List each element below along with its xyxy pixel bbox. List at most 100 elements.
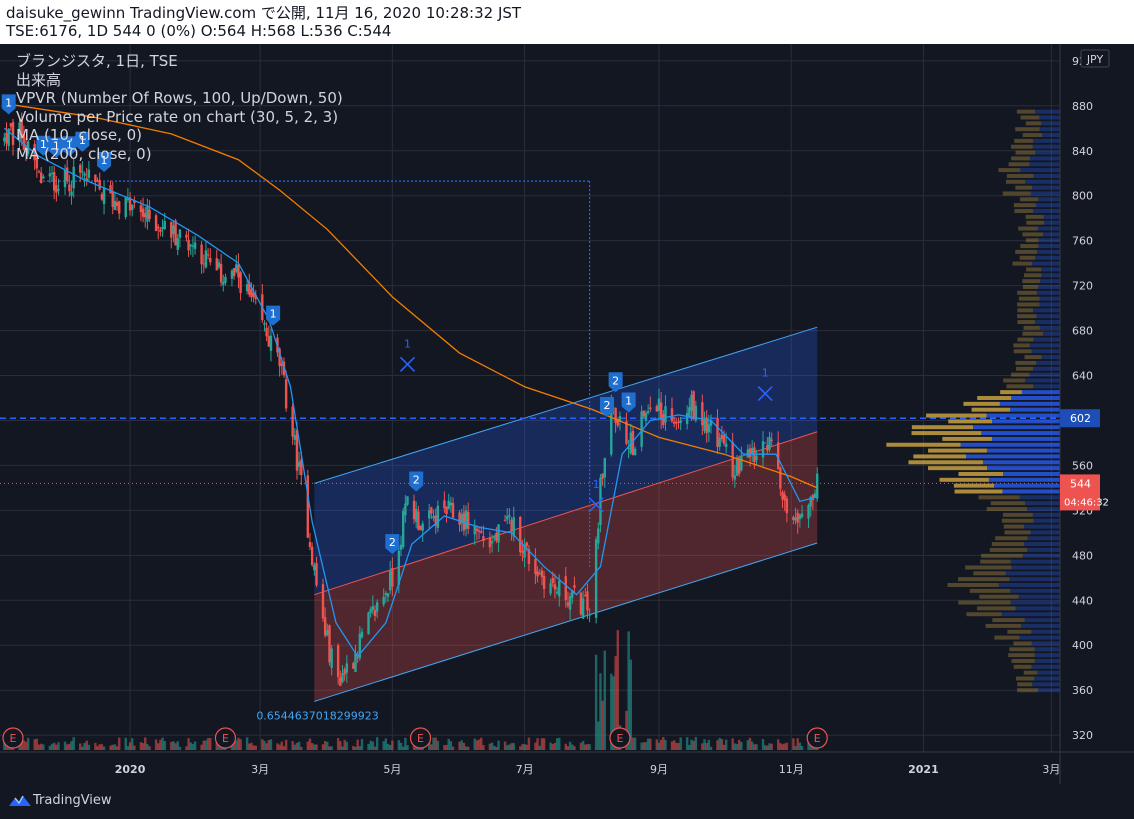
legend-volume[interactable]: 出来高 xyxy=(16,70,62,89)
signal-marker xyxy=(608,372,623,393)
candle-body xyxy=(328,625,331,663)
volume-bar xyxy=(779,743,782,750)
earnings-label: E xyxy=(417,732,424,745)
candle-body xyxy=(451,503,455,518)
vp-bar-down xyxy=(1033,308,1060,313)
candle-body xyxy=(503,519,507,521)
vp-bar-down xyxy=(1039,127,1060,132)
candle-body xyxy=(79,164,82,173)
candle-body xyxy=(597,528,600,544)
volume-bar xyxy=(321,744,325,750)
candle-body xyxy=(480,531,483,533)
candle-body xyxy=(52,172,56,191)
candle-body xyxy=(549,583,552,594)
volume-bar xyxy=(525,744,528,750)
volume-bar xyxy=(731,738,734,750)
vp-bar-up xyxy=(1022,279,1041,284)
legend-symbol[interactable]: ブランジスタ, 1日, TSE xyxy=(16,52,178,70)
legend-vpvr[interactable]: VPVR (Number Of Rows, 100, Up/Down, 50) xyxy=(16,89,343,107)
candle-body xyxy=(161,226,164,230)
candle-body xyxy=(111,191,114,207)
volume-bar xyxy=(536,738,539,750)
volume-bar xyxy=(646,738,650,750)
candle-body xyxy=(430,507,433,514)
legend-ma200[interactable]: MA (200, close, 0) xyxy=(16,144,152,163)
vp-bar-down xyxy=(1041,267,1060,272)
volume-bar xyxy=(141,743,145,750)
candle-body xyxy=(664,406,667,423)
vp-bar-down xyxy=(1035,320,1060,325)
candle-body xyxy=(384,593,388,596)
volume-bar xyxy=(785,742,789,750)
candle-body xyxy=(206,254,210,256)
earnings-icon xyxy=(806,727,828,749)
candle-body xyxy=(219,263,223,283)
vp-bar-down xyxy=(1031,629,1060,634)
signal-marker xyxy=(49,137,64,158)
candle-body xyxy=(55,184,58,193)
earnings-label: E xyxy=(222,732,229,745)
candle-body xyxy=(406,496,409,505)
candle-body xyxy=(644,412,648,421)
volume-bar xyxy=(406,745,409,750)
volume-bar xyxy=(404,737,407,750)
volume-bar xyxy=(291,741,294,750)
vp-bar-up xyxy=(1018,296,1040,301)
vp-bar-down xyxy=(1003,471,1060,476)
volume-bar xyxy=(131,738,134,750)
volume-bar xyxy=(330,746,333,750)
vp-bar-down xyxy=(1032,208,1060,213)
tradingview-logo-icon[interactable] xyxy=(8,793,32,809)
vp-bar-up xyxy=(958,471,1004,476)
volume-bar xyxy=(720,739,724,750)
price-tick-label: 760 xyxy=(1072,235,1093,248)
earnings-icon xyxy=(214,727,237,749)
candle-body xyxy=(488,537,492,548)
volume-bar xyxy=(642,742,646,750)
volume-bar xyxy=(807,739,810,750)
candle-body xyxy=(291,406,294,437)
volume-bar xyxy=(503,741,507,750)
candle-body xyxy=(65,167,69,181)
candle-body xyxy=(373,610,377,617)
vp-bar-down xyxy=(973,425,1060,430)
volume-bar xyxy=(412,743,416,750)
candle-body xyxy=(356,657,359,659)
price-chart[interactable]: 0.6544637018299923111111122221111EEEEE92… xyxy=(0,44,1134,784)
volume-bar xyxy=(306,741,310,750)
vp-bar-up xyxy=(994,635,1020,640)
candle-body xyxy=(646,411,650,414)
volume-bar xyxy=(358,746,362,750)
footer-brand[interactable]: TradingView xyxy=(33,793,112,808)
volume-bar xyxy=(777,739,780,750)
candle-body xyxy=(293,435,297,440)
cross-marker-label: 1 xyxy=(404,337,411,350)
volume-bar xyxy=(701,743,704,750)
price-tick-label: 640 xyxy=(1072,370,1093,383)
volume-bar xyxy=(185,746,188,750)
candle-body xyxy=(341,673,344,682)
vp-bar-up xyxy=(986,507,1027,512)
volume-bar xyxy=(475,740,479,750)
chart-area[interactable]: 0.6544637018299923111111122221111EEEEE92… xyxy=(0,44,1134,784)
volume-bar xyxy=(640,742,643,750)
vp-bar-down xyxy=(1030,156,1060,161)
volume-bar xyxy=(586,744,589,750)
vp-bar-up xyxy=(1008,653,1035,658)
vp-bar-up xyxy=(1017,308,1034,313)
volume-bar xyxy=(612,676,615,750)
volume-bar xyxy=(50,743,54,750)
legend-vpoc[interactable]: Volume per Price rate on chart (30, 5, 2… xyxy=(16,107,339,126)
candle-body xyxy=(397,550,401,585)
vp-bar-down xyxy=(1029,372,1060,377)
legend-ma10[interactable]: MA (10, close, 0) xyxy=(16,126,143,144)
volume-bar xyxy=(443,745,446,750)
candle-body xyxy=(603,458,606,478)
candle-body xyxy=(310,546,314,565)
volume-bar xyxy=(282,746,286,750)
vp-bar-up xyxy=(1017,688,1039,693)
candle-body xyxy=(57,189,60,191)
candle-body xyxy=(128,197,132,211)
vp-bar-up xyxy=(1010,144,1033,149)
volume-bar xyxy=(206,738,210,750)
